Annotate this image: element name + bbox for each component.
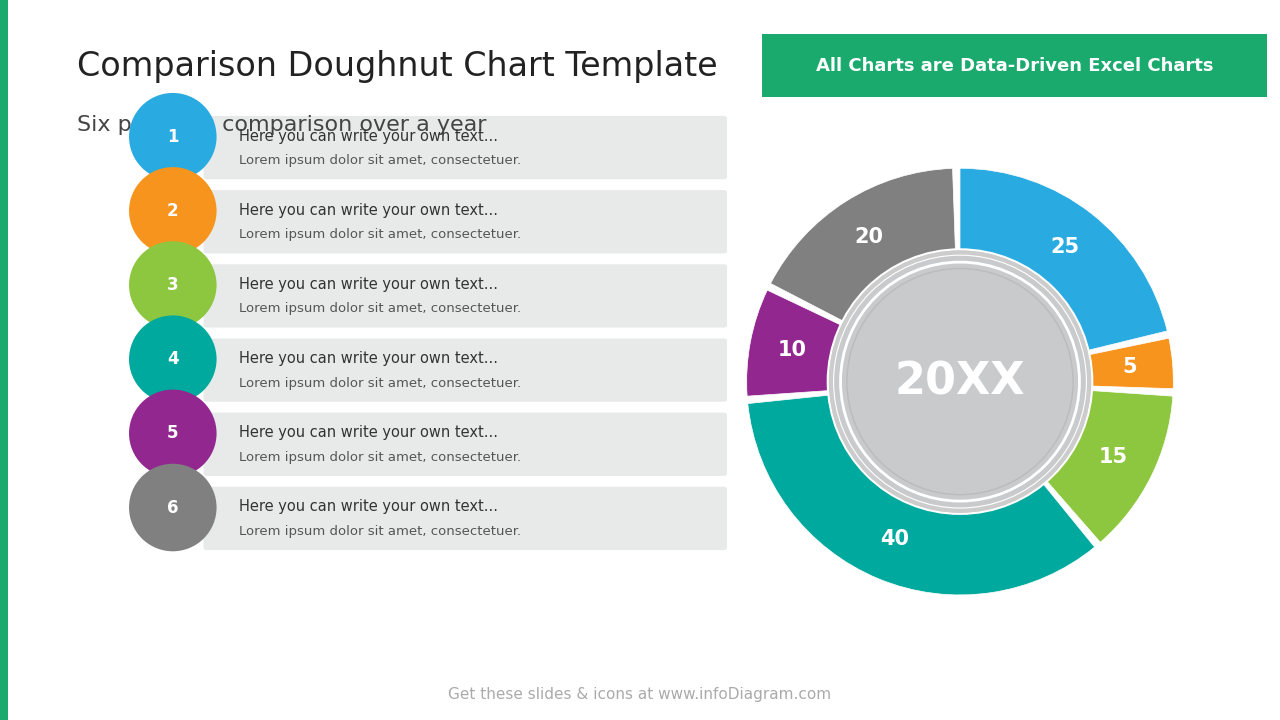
Circle shape	[835, 256, 1085, 508]
Text: 1: 1	[168, 127, 178, 145]
Text: 20: 20	[854, 228, 883, 248]
Circle shape	[129, 241, 216, 329]
Wedge shape	[748, 395, 1094, 595]
Circle shape	[827, 248, 1093, 515]
Wedge shape	[960, 168, 1167, 351]
Text: 5: 5	[1123, 357, 1138, 377]
Text: Lorem ipsum dolor sit amet, consectetuer.: Lorem ipsum dolor sit amet, consectetuer…	[239, 154, 521, 167]
Circle shape	[129, 390, 216, 477]
Circle shape	[831, 253, 1089, 510]
Text: Here you can write your own text...: Here you can write your own text...	[239, 426, 498, 440]
Text: Get these slides & icons at www.infoDiagram.com: Get these slides & icons at www.infoDiag…	[448, 687, 832, 702]
Text: Here you can write your own text...: Here you can write your own text...	[239, 277, 498, 292]
Text: Six products comparison over a year: Six products comparison over a year	[77, 115, 486, 135]
Text: 4: 4	[166, 350, 179, 368]
Wedge shape	[1044, 390, 1172, 542]
Text: All Charts are Data-Driven Excel Charts: All Charts are Data-Driven Excel Charts	[815, 56, 1213, 74]
Circle shape	[129, 167, 216, 255]
Text: Here you can write your own text...: Here you can write your own text...	[239, 351, 498, 366]
Text: 5: 5	[168, 424, 178, 442]
Wedge shape	[746, 290, 845, 396]
Text: 10: 10	[778, 340, 806, 360]
Text: Here you can write your own text...: Here you can write your own text...	[239, 129, 498, 143]
Text: 3: 3	[166, 276, 179, 294]
Text: 25: 25	[1051, 238, 1080, 257]
Text: Lorem ipsum dolor sit amet, consectetuer.: Lorem ipsum dolor sit amet, consectetuer…	[239, 228, 521, 241]
Wedge shape	[771, 168, 956, 323]
Text: 2: 2	[166, 202, 179, 220]
Text: Lorem ipsum dolor sit amet, consectetuer.: Lorem ipsum dolor sit amet, consectetuer…	[239, 377, 521, 390]
Circle shape	[129, 464, 216, 552]
Text: Lorem ipsum dolor sit amet, consectetuer.: Lorem ipsum dolor sit amet, consectetuer…	[239, 302, 521, 315]
Text: Lorem ipsum dolor sit amet, consectetuer.: Lorem ipsum dolor sit amet, consectetuer…	[239, 451, 521, 464]
Text: 20XX: 20XX	[895, 360, 1025, 403]
Circle shape	[829, 251, 1091, 513]
Text: 40: 40	[881, 529, 909, 549]
Text: Here you can write your own text...: Here you can write your own text...	[239, 203, 498, 217]
Text: 15: 15	[1098, 447, 1128, 467]
Text: Comparison Doughnut Chart Template: Comparison Doughnut Chart Template	[77, 50, 717, 84]
Text: 6: 6	[168, 498, 178, 516]
Text: Lorem ipsum dolor sit amet, consectetuer.: Lorem ipsum dolor sit amet, consectetuer…	[239, 525, 521, 538]
Circle shape	[129, 93, 216, 181]
Wedge shape	[1085, 338, 1174, 389]
Circle shape	[129, 315, 216, 403]
Text: Here you can write your own text...: Here you can write your own text...	[239, 500, 498, 514]
